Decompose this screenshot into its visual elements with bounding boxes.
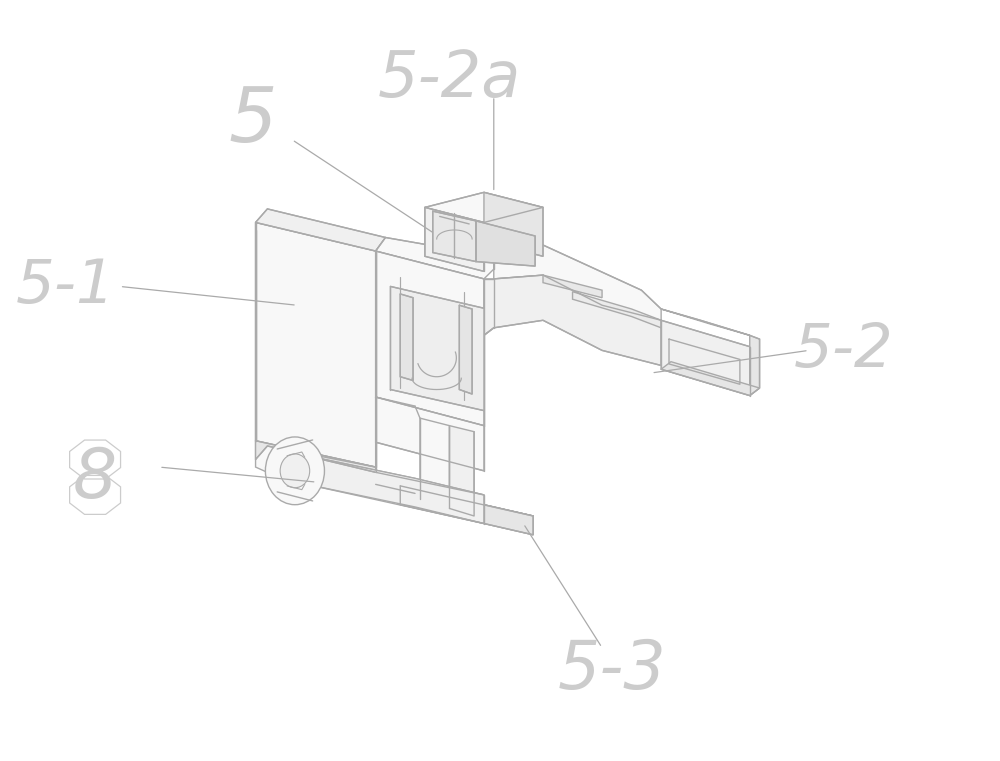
Polygon shape xyxy=(661,361,760,396)
Polygon shape xyxy=(307,456,484,524)
Ellipse shape xyxy=(280,454,310,488)
Polygon shape xyxy=(661,309,750,336)
Text: 8: 8 xyxy=(73,445,117,512)
Text: 5-3: 5-3 xyxy=(558,637,666,703)
Polygon shape xyxy=(400,294,413,380)
Polygon shape xyxy=(661,320,750,396)
Polygon shape xyxy=(400,486,533,516)
Polygon shape xyxy=(376,397,484,471)
Polygon shape xyxy=(420,418,449,508)
Polygon shape xyxy=(256,222,277,475)
Polygon shape xyxy=(256,222,376,467)
Polygon shape xyxy=(376,251,484,425)
Polygon shape xyxy=(573,291,661,328)
Polygon shape xyxy=(449,425,474,516)
Polygon shape xyxy=(484,193,543,256)
Polygon shape xyxy=(390,286,484,411)
Text: 5-2: 5-2 xyxy=(793,321,893,380)
Polygon shape xyxy=(425,193,543,222)
Text: 5-1: 5-1 xyxy=(16,257,115,316)
Text: 5: 5 xyxy=(228,84,277,158)
Polygon shape xyxy=(256,209,385,251)
Ellipse shape xyxy=(265,437,324,505)
Polygon shape xyxy=(750,336,760,396)
Polygon shape xyxy=(494,245,661,320)
Polygon shape xyxy=(307,456,484,495)
Polygon shape xyxy=(476,221,535,266)
Polygon shape xyxy=(484,275,661,365)
Polygon shape xyxy=(433,211,476,262)
Polygon shape xyxy=(484,505,533,535)
Polygon shape xyxy=(459,305,472,394)
Polygon shape xyxy=(256,441,376,473)
Polygon shape xyxy=(400,486,533,535)
Polygon shape xyxy=(425,208,484,272)
Polygon shape xyxy=(543,275,602,298)
Text: 5-2a: 5-2a xyxy=(378,49,521,110)
Polygon shape xyxy=(376,237,494,279)
